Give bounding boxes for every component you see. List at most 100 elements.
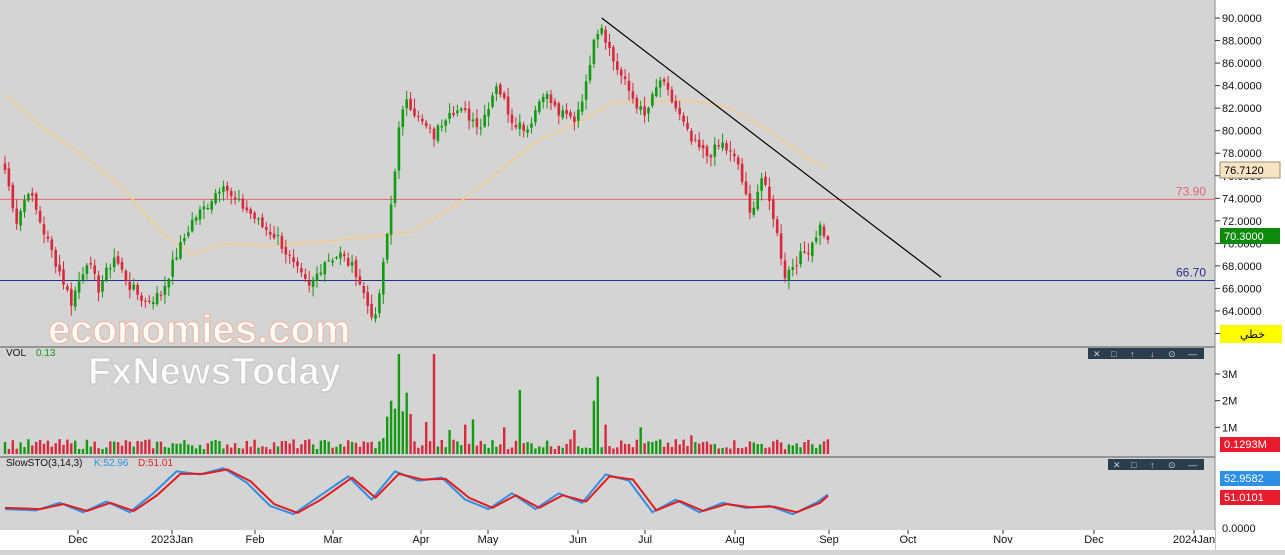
candle[interactable] xyxy=(27,192,30,203)
candle[interactable] xyxy=(257,217,260,225)
candle[interactable] xyxy=(526,125,529,138)
candle[interactable] xyxy=(276,226,280,246)
candle[interactable] xyxy=(331,257,334,267)
candle[interactable] xyxy=(623,69,627,86)
volume-bar[interactable] xyxy=(31,445,34,454)
volume-bar[interactable] xyxy=(382,438,385,454)
candle[interactable] xyxy=(343,250,346,262)
volume-bar[interactable] xyxy=(237,448,241,454)
candle[interactable] xyxy=(42,216,46,244)
candle[interactable] xyxy=(744,171,748,196)
volume-bar[interactable] xyxy=(514,440,518,454)
candle[interactable] xyxy=(452,106,455,118)
candle[interactable] xyxy=(132,278,135,291)
candle[interactable] xyxy=(284,239,288,264)
volume-bar[interactable] xyxy=(202,449,206,454)
volume-bar[interactable] xyxy=(799,447,802,454)
volume-bar[interactable] xyxy=(23,447,26,454)
volume-bar[interactable] xyxy=(421,445,424,454)
candle[interactable] xyxy=(31,187,34,202)
candle[interactable] xyxy=(807,243,810,262)
candle[interactable] xyxy=(389,195,393,245)
volume-bar[interactable] xyxy=(776,439,779,454)
candle[interactable] xyxy=(736,154,740,170)
volume-bar[interactable] xyxy=(19,442,22,454)
candle[interactable] xyxy=(733,148,736,163)
candle[interactable] xyxy=(339,246,342,266)
volume-bar[interactable] xyxy=(261,446,264,454)
volume-bar[interactable] xyxy=(206,443,209,454)
candle[interactable] xyxy=(495,82,498,102)
candle[interactable] xyxy=(518,114,522,137)
volume-bar[interactable] xyxy=(269,449,272,454)
move-down-icon[interactable]: ↓ xyxy=(1150,349,1155,359)
candle[interactable] xyxy=(335,255,338,260)
candle[interactable] xyxy=(304,268,307,282)
candle[interactable] xyxy=(697,132,701,151)
candle[interactable] xyxy=(545,90,549,109)
volume-bar[interactable] xyxy=(436,446,440,454)
candle[interactable] xyxy=(565,103,568,120)
volume-bar[interactable] xyxy=(183,440,186,454)
candle[interactable] xyxy=(77,271,81,300)
volume-bar[interactable] xyxy=(491,440,494,454)
candle[interactable] xyxy=(713,136,717,167)
candle[interactable] xyxy=(151,296,155,310)
candle[interactable] xyxy=(635,94,639,114)
candle[interactable] xyxy=(23,194,26,218)
candle[interactable] xyxy=(307,271,311,293)
candle[interactable] xyxy=(772,194,775,228)
candle[interactable] xyxy=(479,118,483,136)
candle[interactable] xyxy=(253,210,256,224)
volume-bar[interactable] xyxy=(425,422,428,454)
volume-bar[interactable] xyxy=(405,392,408,454)
close-icon[interactable]: ✕ xyxy=(1113,460,1121,470)
candle[interactable] xyxy=(588,55,592,84)
candle[interactable] xyxy=(448,103,451,124)
volume-bar[interactable] xyxy=(15,448,18,454)
candle[interactable] xyxy=(666,76,670,96)
volume-bar[interactable] xyxy=(822,441,826,454)
candle[interactable] xyxy=(787,266,791,290)
volume-bar[interactable] xyxy=(631,447,635,454)
volume-bar[interactable] xyxy=(471,419,475,454)
volume-bar[interactable] xyxy=(374,448,377,454)
volume-bar[interactable] xyxy=(304,440,307,454)
candle[interactable] xyxy=(280,232,284,254)
candle[interactable] xyxy=(109,263,112,279)
volume-bar[interactable] xyxy=(483,444,486,454)
candle[interactable] xyxy=(19,208,22,232)
volume-bar[interactable] xyxy=(639,427,642,454)
volume-bar[interactable] xyxy=(549,446,553,454)
volume-bar[interactable] xyxy=(409,414,412,454)
volume-bar[interactable] xyxy=(643,443,646,454)
candle[interactable] xyxy=(366,285,369,315)
candle[interactable] xyxy=(202,200,206,219)
volume-bar[interactable] xyxy=(308,439,311,454)
candle[interactable] xyxy=(101,275,104,298)
candle[interactable] xyxy=(194,215,198,225)
volume-bar[interactable] xyxy=(569,439,572,454)
volume-bar[interactable] xyxy=(588,447,592,454)
volume-bar[interactable] xyxy=(233,443,237,454)
volume-bar[interactable] xyxy=(740,448,744,454)
volume-bar[interactable] xyxy=(815,448,818,454)
volume-bar[interactable] xyxy=(417,447,420,454)
candle[interactable] xyxy=(50,236,54,258)
candle[interactable] xyxy=(323,260,327,283)
volume-bar[interactable] xyxy=(725,447,728,454)
volume-bar[interactable] xyxy=(167,447,170,454)
candle[interactable] xyxy=(405,90,408,117)
candle[interactable] xyxy=(34,191,38,215)
volume-bar[interactable] xyxy=(62,444,65,454)
candle[interactable] xyxy=(272,225,276,240)
maximize-icon[interactable]: □ xyxy=(1111,349,1117,359)
volume-bar[interactable] xyxy=(600,447,603,454)
volume-bar[interactable] xyxy=(128,441,131,454)
candle[interactable] xyxy=(725,140,728,155)
volume-bar[interactable] xyxy=(389,400,393,454)
candle[interactable] xyxy=(506,88,510,123)
candle[interactable] xyxy=(701,139,705,159)
candle[interactable] xyxy=(179,235,182,261)
candle[interactable] xyxy=(374,307,377,323)
